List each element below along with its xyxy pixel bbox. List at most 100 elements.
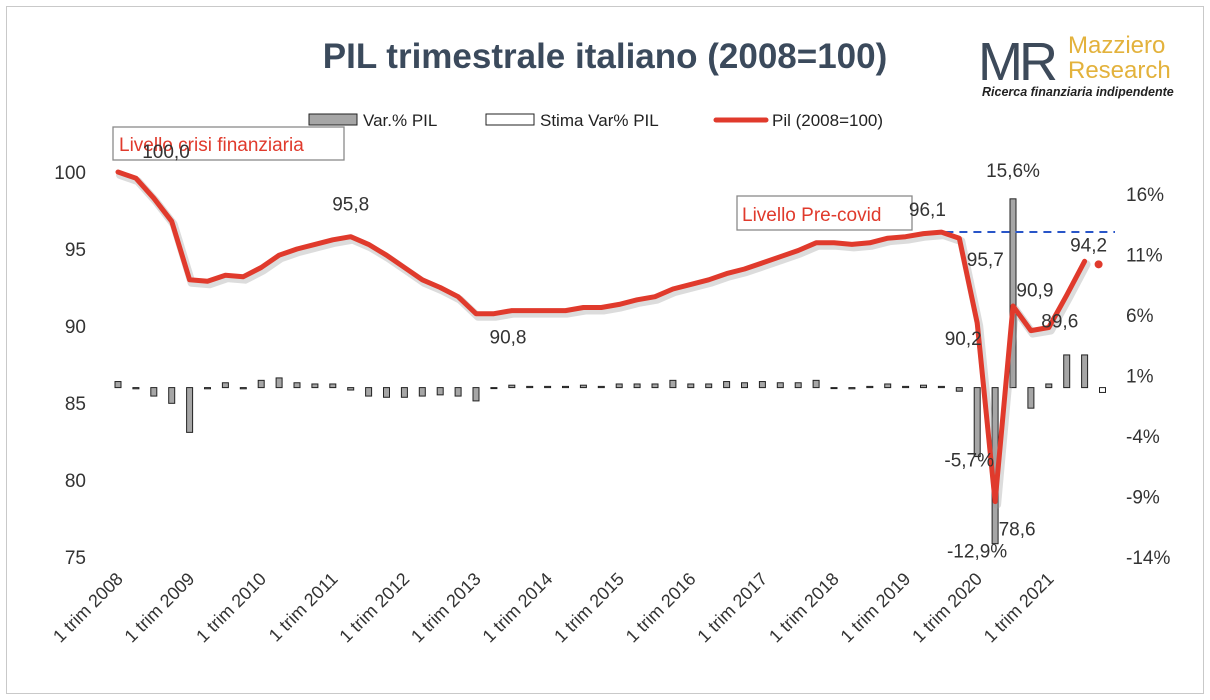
- callout-crisi: Livello crisi finanziaria: [119, 135, 304, 156]
- bar-var-pil: [579, 384, 587, 389]
- bar-var-pil: [114, 381, 122, 389]
- legend-label-pil: Pil (2008=100): [772, 111, 883, 130]
- logo-name-line2: Research: [1068, 57, 1171, 84]
- x-tick-label: 1 trim 2014: [479, 569, 557, 647]
- x-tick-label: 1 trim 2015: [550, 569, 628, 647]
- bar-stima-var-pil: [1099, 387, 1106, 393]
- bar-var-pil: [633, 383, 641, 389]
- bar-var-pil: [275, 377, 283, 389]
- x-tick-label: 1 trim 2012: [335, 569, 413, 647]
- bar-var-pil: [329, 383, 337, 389]
- bar-var-pil: [257, 379, 265, 389]
- line-pil-path: [115, 169, 1088, 505]
- bar-var-pil: [454, 387, 462, 397]
- bar-var-pil: [204, 387, 211, 390]
- bar-var-pil: [758, 381, 766, 389]
- bar-var-pil: [168, 387, 176, 404]
- bar-var-pil: [1027, 387, 1035, 409]
- bar-var-pil: [830, 387, 838, 390]
- x-tick-label: 1 trim 2019: [837, 569, 915, 647]
- bar-var-pil: [794, 382, 802, 389]
- logo-name-line1: Mazziero: [1068, 32, 1165, 59]
- data-label: -12,9%: [947, 542, 1007, 563]
- data-label: 96,1: [909, 200, 946, 221]
- bar-var-pil: [705, 383, 713, 389]
- bar-var-pil: [311, 383, 319, 389]
- x-tick-label: 1 trim 2008: [49, 569, 127, 647]
- x-tick-label: 1 trim 2021: [980, 569, 1058, 647]
- bar-var-pil: [1045, 383, 1053, 389]
- data-label: 90,2: [945, 329, 982, 350]
- x-tick-label: 1 trim 2017: [693, 569, 771, 647]
- y-right-tick-label: -4%: [1126, 427, 1160, 448]
- bar-var-pil: [544, 385, 552, 389]
- line-pil-shadow: [116, 171, 1091, 509]
- x-tick-label: 1 trim 2016: [622, 569, 700, 647]
- bar-var-pil: [687, 383, 695, 389]
- data-label: 95,8: [332, 195, 369, 216]
- bar-var-pil: [436, 387, 444, 396]
- line-pil: [115, 169, 1103, 509]
- legend-swatch-var-pil: [308, 113, 358, 126]
- y-right-tick-label: -14%: [1126, 548, 1170, 569]
- data-label: 90,8: [490, 328, 527, 349]
- logo-mark: MR: [978, 32, 1056, 92]
- x-tick-label: 1 trim 2009: [121, 569, 199, 647]
- y-axis-left: 100 95 90 85 80 75: [54, 163, 86, 569]
- y-right-tick-label: 16%: [1126, 185, 1164, 206]
- bar-var-pil: [776, 382, 784, 389]
- bar-var-pil: [132, 387, 140, 390]
- data-label: -5,7%: [944, 451, 994, 472]
- data-label: 90,9: [1016, 281, 1053, 302]
- y-axis-right: 16% 11% 6% 1% -4% -9% -14%: [1126, 185, 1170, 569]
- callout-precovid: Livello Pre-covid: [742, 205, 881, 226]
- logo-tagline: Ricerca finanziaria indipendente: [982, 85, 1174, 99]
- bar-var-pil: [347, 387, 355, 391]
- data-label: 100,0: [142, 142, 190, 163]
- x-tick-label: 1 trim 2011: [265, 569, 342, 646]
- bar-var-pil: [150, 387, 158, 397]
- bar-var-pil: [221, 382, 229, 389]
- y-left-tick-label: 75: [65, 548, 86, 569]
- y-left-tick-label: 95: [65, 240, 86, 261]
- y-left-tick-label: 90: [65, 317, 86, 338]
- bar-var-pil: [866, 385, 874, 389]
- y-right-tick-label: 6%: [1126, 306, 1154, 327]
- y-left-tick-label: 100: [54, 163, 86, 184]
- bar-var-pil: [937, 385, 945, 389]
- callouts: Livello crisi finanziaria Livello Pre-co…: [112, 126, 913, 231]
- bars-var-pil: [114, 198, 1106, 545]
- y-left-tick-label: 80: [65, 471, 86, 492]
- bar-var-pil: [848, 387, 856, 390]
- bar-var-pil: [562, 385, 569, 389]
- chart-frame: [6, 6, 1204, 694]
- x-tick-label: 1 trim 2020: [908, 569, 986, 647]
- bar-var-pil: [1009, 198, 1017, 389]
- bar-var-pil: [973, 387, 981, 458]
- legend: Var.% PIL Stima Var% PIL Pil (2008=100): [308, 111, 883, 130]
- bar-var-pil: [526, 385, 534, 389]
- point-pil-projected: [1094, 260, 1103, 269]
- bar-var-pil: [615, 383, 623, 389]
- bar-var-pil: [383, 387, 390, 398]
- x-tick-label: 1 trim 2013: [407, 569, 485, 647]
- bar-var-pil: [723, 381, 731, 389]
- data-label: 15,6%: [986, 161, 1040, 182]
- logo: MR Mazziero Research Ricerca finanziaria…: [978, 32, 1174, 99]
- bar-var-pil: [472, 387, 480, 402]
- bar-var-pil: [651, 383, 659, 389]
- y-right-tick-label: 11%: [1126, 246, 1163, 267]
- legend-label-var-pil: Var.% PIL: [363, 111, 437, 130]
- x-tick-label: 1 trim 2018: [765, 569, 843, 647]
- data-labels: 100,0 95,8 90,8 96,1 95,7 90,2 78,6 90,9 89,6 94,…: [142, 142, 1107, 563]
- legend-label-stima: Stima Var% PIL: [540, 111, 659, 130]
- y-right-tick-label: -9%: [1126, 488, 1160, 509]
- data-label: 95,7: [967, 250, 1004, 271]
- bar-var-pil: [400, 387, 408, 398]
- data-label: 94,2: [1070, 235, 1107, 256]
- x-tick-label: 1 trim 2010: [192, 569, 270, 647]
- y-left-tick-label: 85: [65, 394, 86, 415]
- bar-var-pil: [669, 379, 677, 389]
